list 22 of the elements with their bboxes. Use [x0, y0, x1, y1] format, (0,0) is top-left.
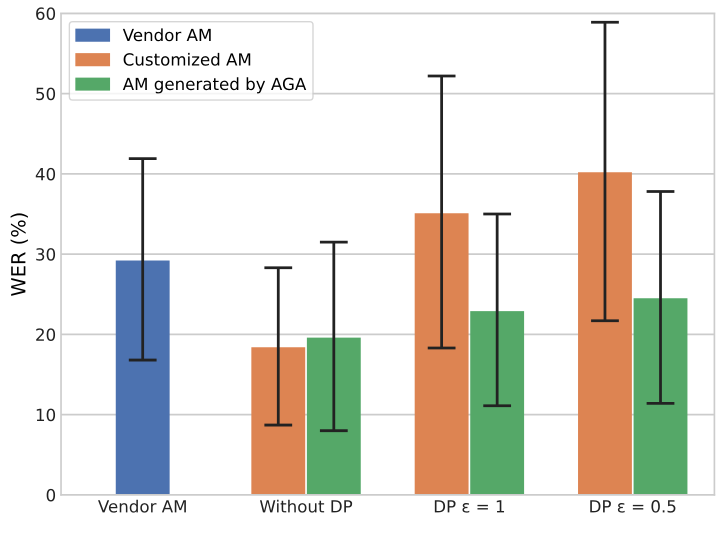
legend-label: Customized AM — [124, 52, 250, 66]
bar — [251, 347, 306, 495]
y-tick-label: 10 — [36, 408, 56, 422]
x-tick-label: Without DP — [260, 500, 352, 513]
x-tick-label: Vendor AM — [98, 500, 186, 513]
y-tick-label: 0 — [46, 488, 56, 502]
y-tick-label: 40 — [36, 168, 56, 180]
y-axis-title: WER (%) — [10, 213, 28, 296]
bar — [306, 338, 361, 495]
y-tick-label: 30 — [36, 248, 56, 261]
bar — [414, 213, 469, 495]
bar — [470, 311, 524, 495]
x-tick-label: DP ε = 0.5 — [590, 500, 676, 513]
bar — [116, 260, 170, 495]
y-tick-label: 50 — [36, 88, 56, 100]
bar — [578, 172, 632, 495]
legend-label: AM generated by AGA — [122, 77, 306, 94]
x-tick-label: DP ε = 1 — [434, 500, 504, 513]
y-tick-label: 60 — [36, 7, 56, 20]
bar — [634, 298, 688, 495]
legend-label: Vendor AM — [122, 28, 211, 42]
y-tick-label: 20 — [36, 328, 56, 341]
